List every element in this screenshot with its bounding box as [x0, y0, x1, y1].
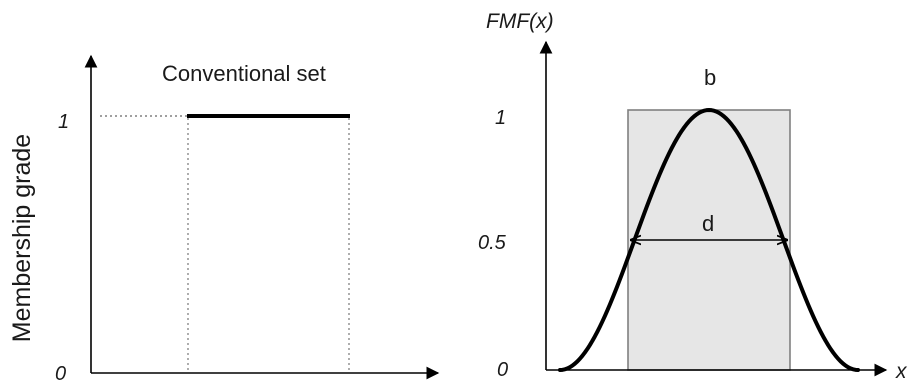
left-tick-1: 1: [58, 111, 69, 133]
fuzzy-membership-curve: [558, 108, 860, 372]
right-tick-0.5: 0.5: [478, 232, 507, 254]
right-tick-0: 0: [497, 359, 508, 381]
right-tick-1: 1: [495, 107, 506, 129]
width-label-d: d: [702, 211, 714, 236]
left-y-axis-label: Membership grade: [8, 134, 36, 342]
peak-label-b: b: [704, 65, 716, 90]
right-panel: FMF(x) x 1 0.5 0 b d: [478, 10, 908, 381]
right-x-axis-label: x: [895, 360, 908, 381]
right-y-axis-label: FMF(x): [486, 10, 554, 33]
left-panel: Membership grade Conventional set 1 0: [8, 54, 440, 381]
left-panel-title: Conventional set: [162, 61, 326, 86]
left-tick-0: 0: [55, 363, 66, 381]
